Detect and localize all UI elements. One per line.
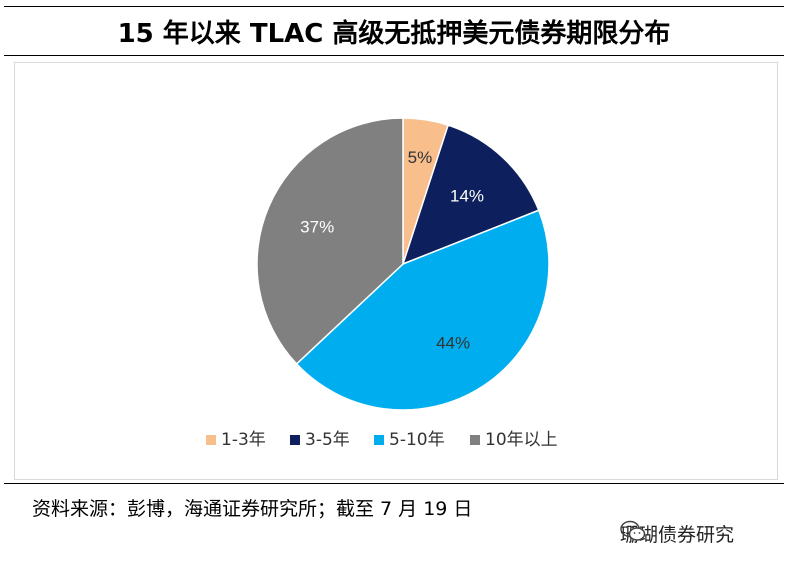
legend-swatch-2 <box>290 435 300 445</box>
watermark: 珊瑚债券研究 <box>620 520 734 547</box>
watermark-text: 珊瑚债券研究 <box>620 524 735 546</box>
source-note: 资料来源：彭博，海通证券研究所；截至 7 月 19 日 <box>32 498 473 520</box>
legend-swatch-1 <box>206 435 216 445</box>
pie-slices <box>256 117 550 411</box>
pie-slice-3 <box>295 209 550 411</box>
legend-label-4: 10年以上 <box>485 430 558 450</box>
pie-slice-labels: 5% 14% 44% 37% <box>300 148 484 353</box>
legend-swatch-4 <box>470 435 480 445</box>
legend-label-3: 5-10年 <box>389 430 445 450</box>
legend-swatch-3 <box>374 435 384 445</box>
pie-label-3: 44% <box>436 333 470 352</box>
legend-label-2: 3-5年 <box>305 430 350 450</box>
chart-title: 15 年以来 TLAC 高级无抵押美元债券期限分布 <box>117 18 671 49</box>
pie-slice-2 <box>401 124 540 266</box>
legend: 1-3年 3-5年 5-10年 10年以上 <box>206 430 558 450</box>
legend-label-1: 1-3年 <box>221 430 266 450</box>
pie-slice-4 <box>256 117 404 366</box>
source-divider <box>4 483 784 484</box>
title-bar: 15 年以来 TLAC 高级无抵押美元债券期限分布 <box>4 6 784 56</box>
pie-label-1: 5% <box>408 148 433 167</box>
wechat-icon <box>620 520 646 541</box>
pie-label-2: 14% <box>450 186 484 205</box>
pie-label-4: 37% <box>300 217 334 236</box>
chart-frame <box>14 62 778 480</box>
